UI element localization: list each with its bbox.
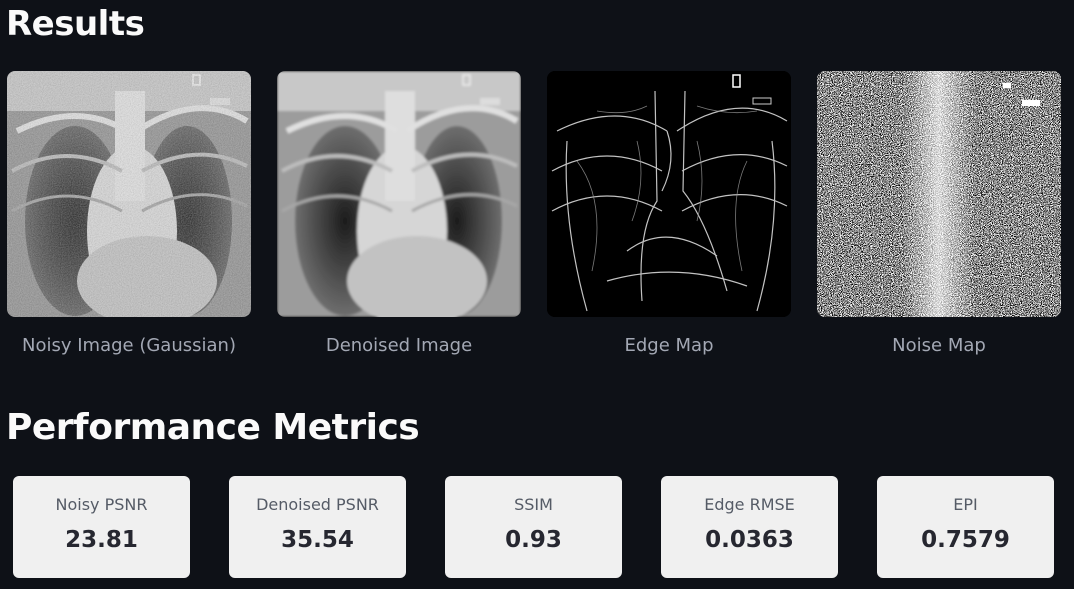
metric-label: Edge RMSE bbox=[704, 495, 795, 514]
metrics-row: Noisy PSNR 23.81 Denoised PSNR 35.54 SSI… bbox=[13, 476, 1055, 578]
edge-map-caption: Edge Map bbox=[624, 335, 714, 356]
metric-label: SSIM bbox=[514, 495, 553, 514]
noise-map-caption: Noise Map bbox=[892, 335, 986, 356]
denoised-xray-image[interactable] bbox=[277, 71, 521, 317]
results-gallery: Noisy Image (Gaussian) bbox=[7, 71, 1063, 371]
noisy-image-tile: Noisy Image (Gaussian) bbox=[7, 71, 251, 358]
metric-card-edge-rmse: Edge RMSE 0.0363 bbox=[661, 476, 838, 578]
metric-card-ssim: SSIM 0.93 bbox=[445, 476, 622, 578]
metric-value: 0.0363 bbox=[705, 527, 794, 553]
metric-label: Denoised PSNR bbox=[256, 495, 379, 514]
metric-card-denoised-psnr: Denoised PSNR 35.54 bbox=[229, 476, 406, 578]
edge-map-tile: Edge Map bbox=[547, 71, 791, 358]
results-heading: Results bbox=[6, 4, 145, 44]
metric-card-noisy-psnr: Noisy PSNR 23.81 bbox=[13, 476, 190, 578]
metric-value: 35.54 bbox=[281, 527, 354, 553]
metric-label: Noisy PSNR bbox=[55, 495, 148, 514]
metric-value: 23.81 bbox=[65, 527, 138, 553]
denoised-image-tile: Denoised Image bbox=[277, 71, 521, 358]
metric-label: EPI bbox=[953, 495, 978, 514]
noise-map-tile: Noise Map bbox=[817, 71, 1061, 358]
denoised-image-caption: Denoised Image bbox=[325, 335, 473, 356]
metric-value: 0.7579 bbox=[921, 527, 1010, 553]
performance-metrics-heading: Performance Metrics bbox=[6, 407, 420, 448]
edge-map-image[interactable] bbox=[547, 71, 791, 317]
metric-value: 0.93 bbox=[505, 527, 562, 553]
noise-map-image[interactable] bbox=[817, 71, 1061, 317]
noisy-image-caption: Noisy Image (Gaussian) bbox=[22, 335, 236, 356]
noisy-xray-image[interactable] bbox=[7, 71, 251, 317]
metric-card-epi: EPI 0.7579 bbox=[877, 476, 1054, 578]
